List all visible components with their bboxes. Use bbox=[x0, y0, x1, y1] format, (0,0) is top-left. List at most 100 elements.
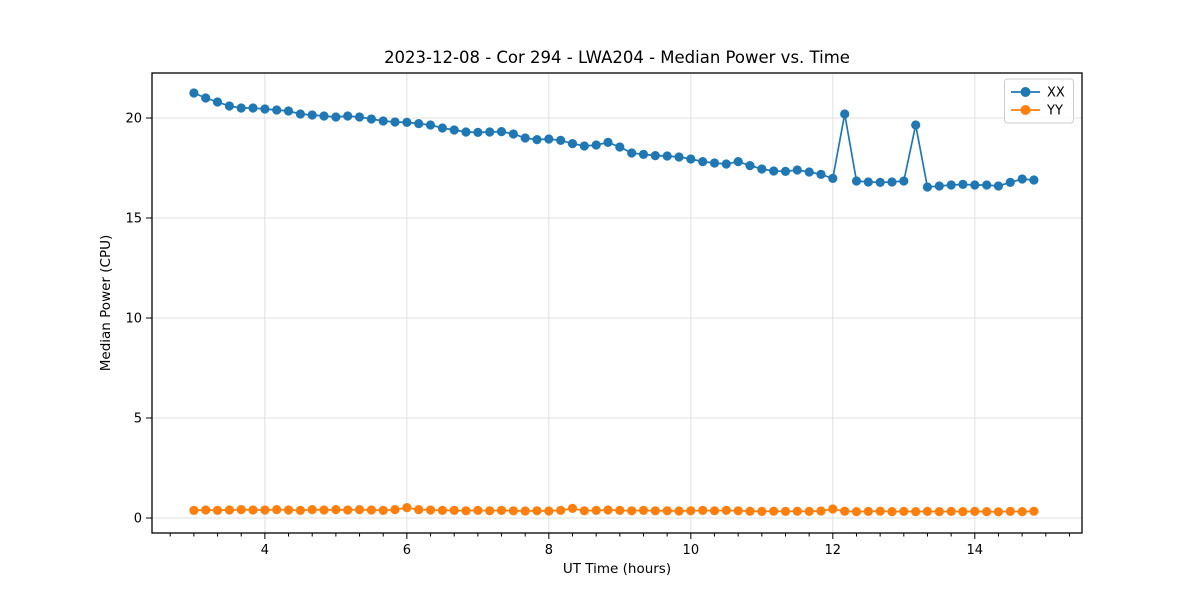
data-point-XX bbox=[508, 129, 518, 139]
data-point-XX bbox=[875, 177, 885, 187]
data-point-YY bbox=[911, 507, 921, 517]
data-point-XX bbox=[283, 106, 294, 116]
data-point-YY bbox=[485, 506, 495, 516]
data-point-XX bbox=[993, 181, 1004, 191]
y-tick-label: 20 bbox=[125, 112, 142, 127]
data-point-XX bbox=[307, 110, 317, 120]
data-point-YY bbox=[686, 506, 696, 516]
data-point-XX bbox=[473, 127, 483, 137]
data-point-YY bbox=[733, 506, 743, 516]
data-point-XX bbox=[224, 101, 234, 111]
data-point-XX bbox=[662, 151, 672, 161]
data-point-XX bbox=[721, 159, 731, 169]
data-point-XX bbox=[343, 111, 353, 121]
data-point-XX bbox=[958, 179, 968, 189]
data-point-XX bbox=[485, 127, 495, 137]
data-point-YY bbox=[425, 505, 436, 515]
data-point-XX bbox=[1005, 177, 1015, 187]
data-point-XX bbox=[650, 151, 660, 161]
data-point-XX bbox=[189, 88, 199, 98]
data-point-XX bbox=[792, 165, 802, 175]
data-point-YY bbox=[816, 506, 826, 516]
data-point-XX bbox=[816, 169, 826, 179]
data-point-YY bbox=[993, 507, 1004, 517]
data-point-YY bbox=[698, 505, 708, 515]
data-point-YY bbox=[189, 505, 199, 515]
data-point-XX bbox=[780, 166, 791, 176]
data-point-XX bbox=[603, 137, 613, 147]
data-point-XX bbox=[970, 180, 980, 190]
data-point-YY bbox=[840, 506, 850, 516]
data-point-YY bbox=[1029, 506, 1039, 516]
data-point-YY bbox=[461, 506, 471, 516]
data-point-XX bbox=[295, 109, 305, 119]
data-point-YY bbox=[579, 506, 589, 516]
data-point-YY bbox=[473, 505, 483, 515]
data-point-YY bbox=[887, 507, 897, 517]
data-point-XX bbox=[911, 120, 921, 130]
data-point-YY bbox=[1017, 507, 1027, 517]
series-YY bbox=[189, 503, 1039, 517]
data-point-XX bbox=[745, 161, 755, 171]
x-tick-label: 12 bbox=[825, 543, 842, 558]
data-point-YY bbox=[414, 505, 424, 515]
x-tick-label: 6 bbox=[403, 543, 411, 558]
data-point-XX bbox=[449, 125, 459, 135]
legend: XX YY bbox=[1004, 78, 1074, 124]
data-point-XX bbox=[638, 149, 649, 159]
data-point-XX bbox=[437, 123, 447, 133]
data-point-YY bbox=[532, 506, 542, 516]
x-tick-label: 8 bbox=[545, 543, 553, 558]
data-point-YY bbox=[627, 506, 637, 516]
data-point-XX bbox=[544, 134, 554, 144]
data-point-YY bbox=[544, 506, 554, 516]
data-point-YY bbox=[496, 505, 507, 515]
x-tick-label: 10 bbox=[683, 543, 700, 558]
data-point-YY bbox=[319, 505, 329, 515]
data-point-XX bbox=[591, 140, 601, 150]
data-point-YY bbox=[922, 506, 933, 516]
data-point-YY bbox=[875, 506, 885, 516]
data-point-YY bbox=[946, 506, 956, 516]
data-point-YY bbox=[437, 505, 447, 515]
data-point-XX bbox=[532, 135, 542, 145]
data-point-XX bbox=[425, 120, 436, 130]
data-point-XX bbox=[556, 135, 566, 145]
legend-label-XX: XX bbox=[1047, 86, 1065, 101]
data-point-YY bbox=[236, 505, 246, 515]
y-tick-label: 0 bbox=[134, 512, 142, 527]
data-point-YY bbox=[331, 505, 341, 515]
data-point-XX bbox=[496, 127, 507, 137]
data-point-XX bbox=[674, 152, 684, 162]
data-point-XX bbox=[260, 104, 270, 114]
data-point-XX bbox=[236, 103, 246, 113]
data-point-XX bbox=[982, 180, 992, 190]
data-point-YY bbox=[721, 505, 731, 515]
data-point-XX bbox=[887, 177, 897, 187]
data-point-YY bbox=[603, 505, 613, 515]
legend-entry-XX: XX bbox=[1011, 86, 1065, 101]
data-point-YY bbox=[899, 506, 909, 516]
data-point-YY bbox=[248, 505, 258, 515]
data-point-YY bbox=[828, 504, 838, 514]
data-point-XX bbox=[934, 181, 944, 191]
data-point-YY bbox=[970, 506, 980, 516]
data-point-XX bbox=[520, 133, 530, 143]
data-point-XX bbox=[615, 142, 625, 152]
data-point-YY bbox=[390, 505, 400, 515]
data-point-YY bbox=[804, 506, 814, 516]
data-point-XX bbox=[709, 158, 720, 168]
data-point-XX bbox=[851, 176, 862, 186]
data-point-YY bbox=[638, 505, 649, 515]
data-point-XX bbox=[769, 166, 779, 176]
ticks bbox=[146, 117, 1070, 539]
data-point-YY bbox=[863, 506, 873, 516]
data-point-XX bbox=[414, 119, 424, 129]
data-point-XX bbox=[840, 109, 850, 119]
data-point-YY bbox=[366, 505, 376, 515]
data-point-YY bbox=[745, 506, 755, 516]
data-point-XX bbox=[378, 116, 388, 126]
